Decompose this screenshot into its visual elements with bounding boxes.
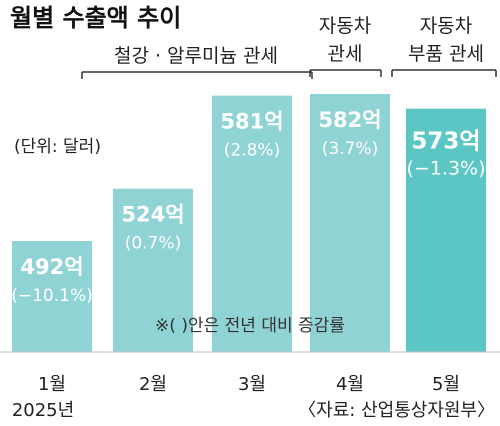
- bar-4: [310, 94, 390, 352]
- footnote: ※( )안은 전년 대비 증감률: [155, 316, 345, 336]
- change-label-4: (3.7%): [322, 139, 378, 159]
- value-label-5: 573억: [411, 129, 480, 155]
- year-label: 2025년: [12, 400, 74, 421]
- bar-3: [212, 95, 292, 352]
- x-axis-label-group: 1월 2월 3월 4월 5월: [38, 374, 460, 395]
- annotation-auto-tariff-line2: 관세: [328, 43, 363, 65]
- annotation-auto-tariff-line1: 자동차: [319, 15, 371, 37]
- bar-label-group: 492억 (−10.1%) 524억 (0.7%) 581억 (2.8%) 582억 (3.7…: [11, 108, 485, 306]
- source-label: 〈자료: 산업통상자원부〉: [298, 400, 495, 421]
- x-tick-label-4: 4월: [336, 374, 364, 395]
- bar-1: [12, 241, 92, 352]
- value-label-4: 582억: [318, 108, 381, 132]
- annotation-steel-aluminum-tariff: 철강 · 알루미늄 관세: [114, 45, 278, 67]
- value-label-1: 492억: [20, 255, 83, 279]
- change-label-1: (−10.1%): [11, 286, 93, 306]
- x-tick-label-3: 3월: [238, 374, 266, 395]
- unit-note: (단위: 달러): [14, 137, 101, 157]
- bar-group: [12, 94, 486, 352]
- annotation-auto-parts-tariff-line1: 자동차: [420, 15, 472, 37]
- x-tick-label-2: 2월: [139, 374, 167, 395]
- bar-5: [406, 108, 486, 352]
- change-label-3: (2.8%): [224, 141, 280, 161]
- change-label-2: (0.7%): [125, 234, 181, 254]
- change-label-5: (−1.3%): [406, 158, 485, 180]
- value-label-3: 581억: [220, 110, 283, 134]
- x-tick-label-5: 5월: [432, 374, 460, 395]
- x-tick-label-1: 1월: [38, 374, 66, 395]
- value-label-2: 524억: [121, 203, 184, 227]
- annotation-auto-parts-tariff-line2: 부품 관세: [408, 43, 484, 65]
- bar-2: [113, 188, 193, 352]
- chart-title: 월별 수출액 추이: [10, 4, 181, 32]
